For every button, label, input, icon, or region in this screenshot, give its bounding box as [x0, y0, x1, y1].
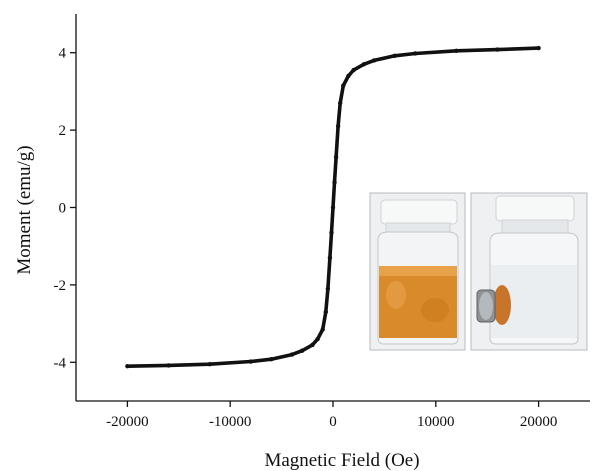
data-point: [335, 124, 341, 129]
data-point: [413, 51, 418, 56]
hysteresis-curve: [125, 45, 541, 369]
data-point: [495, 47, 500, 52]
y-tick-label: -2: [54, 278, 67, 294]
ticks: -20000 -10000 0 10000 20000 -4 -2 0 2 4: [54, 46, 558, 430]
x-axis-title: Magnetic Field (Oe): [264, 450, 419, 471]
y-tick-label: 2: [59, 123, 67, 139]
x-tick-label: 20000: [520, 414, 558, 430]
data-point: [361, 62, 367, 67]
inset-photo-dispersed: [369, 192, 466, 351]
inset-photo-magnet: [470, 192, 588, 351]
data-point: [310, 342, 315, 348]
data-point: [269, 357, 274, 362]
y-tick-label: -4: [54, 355, 67, 371]
x-tick-label: -20000: [106, 414, 149, 430]
data-point: [320, 327, 325, 332]
data-point: [289, 352, 295, 357]
data-point: [351, 67, 356, 73]
data-point: [332, 180, 337, 185]
x-tick-label: 0: [329, 414, 337, 430]
y-tick-label: 4: [59, 46, 67, 62]
data-point: [327, 255, 333, 261]
data-point: [341, 83, 346, 88]
data-point: [325, 286, 331, 291]
data-point: [536, 45, 541, 51]
data-point: [330, 205, 336, 210]
data-point: [315, 336, 320, 342]
data-point: [166, 363, 171, 368]
data-point: [337, 100, 343, 106]
x-tick-label: -10000: [209, 414, 252, 430]
data-point: [248, 359, 253, 364]
inset-photos: [369, 192, 588, 351]
data-point: [346, 73, 351, 79]
data-point: [329, 230, 334, 235]
data-point: [299, 348, 305, 353]
data-point: [125, 363, 130, 369]
data-point: [371, 58, 377, 63]
data-point: [392, 53, 397, 58]
y-axis-title: Moment (emu/g): [14, 145, 35, 274]
data-point: [454, 48, 459, 53]
y-tick-label: 0: [59, 201, 67, 217]
data-point: [333, 154, 339, 160]
data-point: [207, 362, 212, 367]
x-tick-label: 10000: [417, 414, 455, 430]
data-point: [323, 309, 329, 315]
